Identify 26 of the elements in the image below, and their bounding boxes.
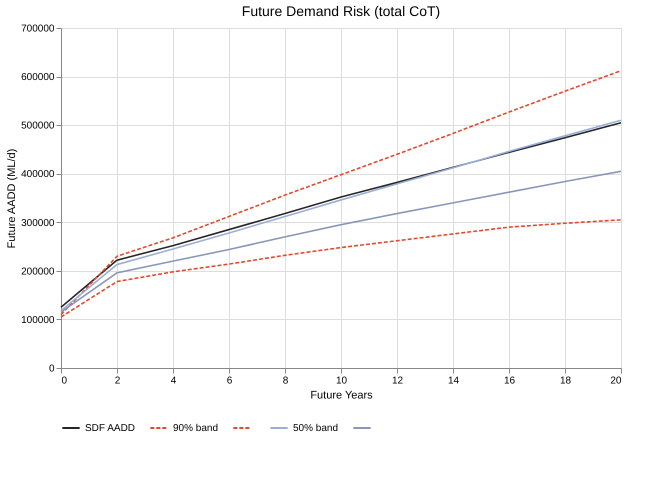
x-tick-label: 2	[114, 376, 121, 386]
legend-label: SDF AADD	[85, 423, 136, 434]
x-axis-title: Future Years	[310, 390, 374, 402]
x-tick-label: 12	[392, 376, 404, 386]
line-series	[60, 170, 622, 313]
x-tick-label: 6	[226, 376, 233, 386]
y-tick-label: 500000	[21, 120, 55, 132]
x-tick-label: 10	[336, 376, 348, 386]
x-tick-label: 18	[560, 376, 572, 386]
y-tick-label: 100000	[21, 314, 55, 326]
y-tick-label: 0	[48, 364, 55, 374]
x-tick-label: 4	[170, 376, 177, 386]
x-tick-label: 14	[448, 376, 460, 386]
x-tick-label: 20	[610, 376, 622, 386]
y-axis-title: Future AADD (ML/d)	[6, 148, 18, 248]
x-tick-label: 8	[282, 376, 289, 386]
x-tick-label: 0	[62, 376, 68, 386]
legend-label: 90% band	[173, 423, 218, 434]
x-tick-label: 16	[504, 376, 516, 386]
y-tick-label: 200000	[21, 266, 55, 278]
y-tick-label: 700000	[21, 24, 55, 34]
chart-title: Future Demand Risk (total CoT)	[242, 3, 440, 19]
y-tick-label: 400000	[21, 169, 55, 180]
legend-label: 50% band	[293, 423, 338, 434]
y-tick-label: 600000	[21, 72, 55, 84]
y-tick-label: 300000	[21, 218, 55, 229]
